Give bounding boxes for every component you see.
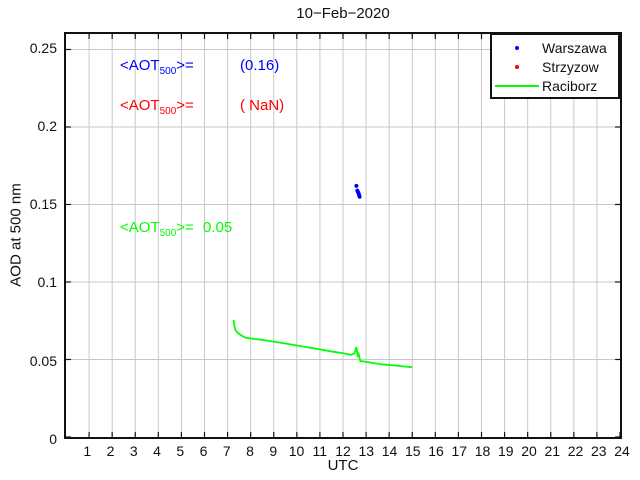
strzyzow-marker-icon [492, 64, 542, 69]
y-tick-label: 0.25 [29, 39, 57, 56]
legend-item-warszawa: Warszawa [492, 38, 618, 57]
y-tick-label: 0.2 [37, 117, 57, 134]
series-line-raciborz [232, 319, 413, 369]
legend-label: Warszawa [542, 39, 607, 56]
annotation-value: 0.05 [203, 219, 233, 236]
legend: Warszawa Strzyzow Raciborz [490, 33, 620, 99]
y-tick-label: 0.15 [29, 196, 57, 213]
x-axis-label: UTC [327, 457, 359, 474]
annotation-label: <AOT500>= [120, 219, 194, 239]
warszawa-marker-icon [492, 45, 542, 50]
x-tick-label: 11 [312, 443, 328, 459]
x-tick-label: 19 [497, 443, 514, 459]
x-tick-label: 15 [404, 443, 421, 459]
x-tick-label: 7 [222, 443, 231, 459]
legend-label: Raciborz [542, 77, 598, 94]
y-tick-label: 0.1 [37, 274, 57, 291]
x-tick-label: 22 [567, 443, 584, 459]
series-point-warszawa [357, 194, 362, 199]
x-tick-label: 6 [199, 443, 208, 459]
raciborz-line-icon [492, 84, 542, 87]
x-tick-label: 13 [358, 443, 375, 459]
x-tick-label: 12 [335, 443, 351, 459]
y-tick-label: 0.05 [29, 352, 57, 369]
x-tick-label: 2 [106, 443, 115, 459]
x-tick-label: 24 [614, 443, 630, 459]
annotation-warszawa-mean: <AOT500>= (0.16) [120, 57, 279, 77]
annotation-strzyzow-mean: <AOT500>= ( NaN) [120, 97, 284, 117]
plot-area [64, 32, 622, 439]
x-tick-label: 3 [129, 443, 138, 459]
x-tick-label: 5 [176, 443, 185, 459]
annotation-label: <AOT500>= [120, 57, 194, 77]
x-tick-label: 21 [544, 443, 561, 459]
legend-item-strzyzow: Strzyzow [492, 57, 618, 76]
x-tick-label: 17 [451, 443, 468, 459]
x-tick-label: 8 [246, 443, 254, 459]
annotation-value: (0.16) [240, 57, 280, 74]
plot-canvas [66, 34, 620, 437]
x-tick-label: 18 [474, 443, 491, 459]
x-tick-label: 14 [381, 443, 398, 459]
x-tick-label: 20 [521, 443, 537, 459]
x-tick-label: 16 [428, 443, 444, 459]
series-point-warszawa [354, 183, 359, 188]
y-tick-label: 0 [49, 431, 57, 447]
x-tick-label: 23 [590, 443, 607, 459]
annotation-raciborz-mean: <AOT500>= 0.05 [120, 219, 232, 239]
x-tick-label: 10 [288, 443, 305, 459]
annotation-value: ( NaN) [240, 97, 285, 114]
x-tick-label: 9 [269, 443, 278, 459]
x-tick-label: 4 [153, 443, 161, 459]
x-tick-label: 1 [83, 443, 92, 459]
legend-item-raciborz: Raciborz [492, 76, 618, 95]
chart-title: 10−Feb−2020 [296, 5, 390, 22]
annotation-label: <AOT500>= [120, 97, 194, 117]
legend-label: Strzyzow [542, 58, 599, 75]
